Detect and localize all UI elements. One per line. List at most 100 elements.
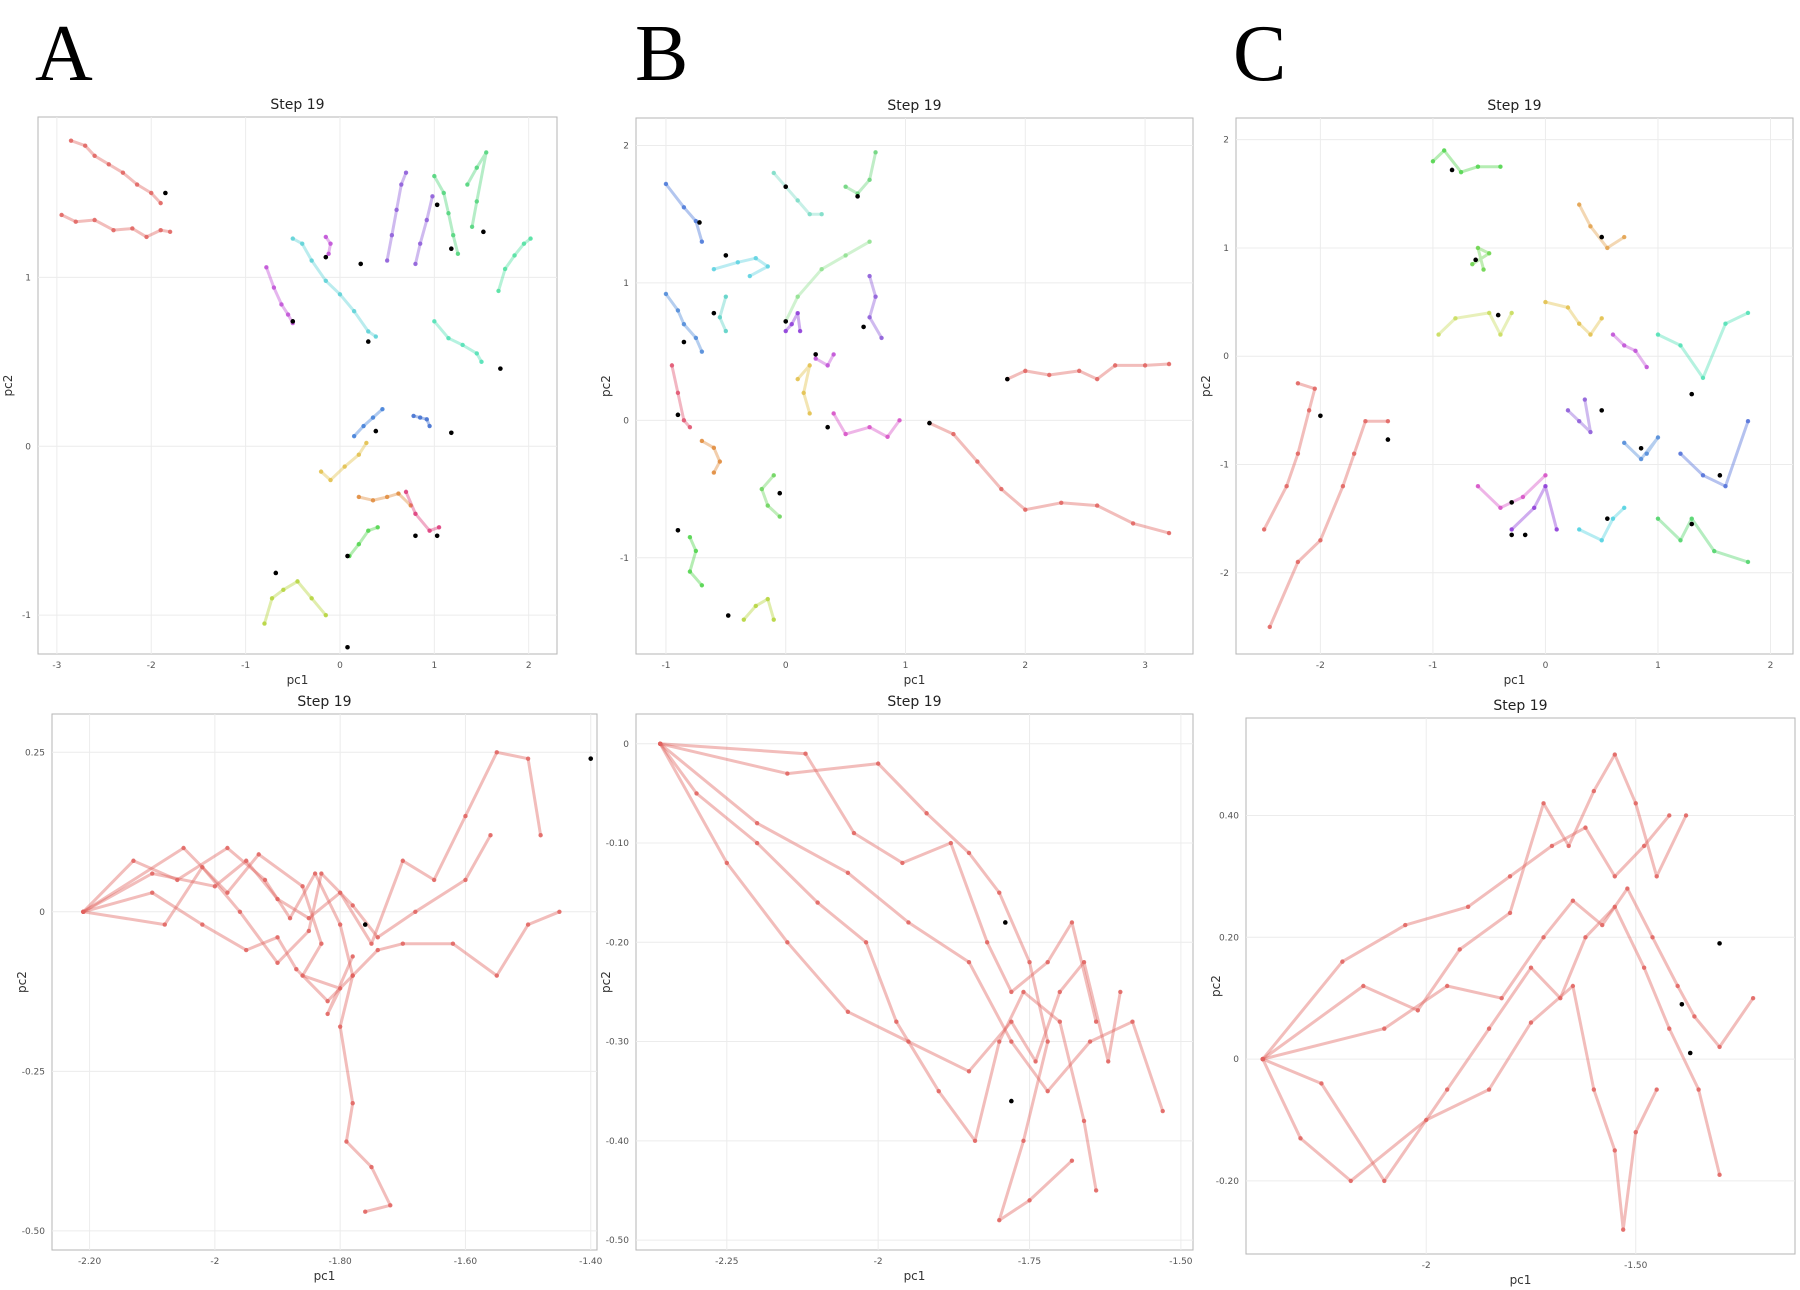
series-point <box>1644 364 1649 370</box>
x-tick-label: -1 <box>241 661 250 671</box>
current-position-point <box>861 324 866 330</box>
series-point <box>271 285 277 290</box>
series-point <box>1541 801 1546 806</box>
x-tick-label: 2 <box>526 661 532 671</box>
x-tick-label: -3 <box>52 661 61 671</box>
y-axis-label: pc2 <box>1199 375 1213 397</box>
series-point <box>1712 548 1717 554</box>
current-position-point <box>1638 445 1644 451</box>
series-point <box>256 852 261 857</box>
series-point <box>1295 451 1301 456</box>
x-tick-label: -2 <box>1422 1261 1431 1271</box>
series-point <box>350 903 355 908</box>
series-point <box>1566 843 1571 849</box>
series-point <box>1549 843 1555 849</box>
y-tick-label: -0.30 <box>606 1038 630 1048</box>
series-point <box>394 207 399 213</box>
series-point <box>1633 1129 1638 1135</box>
series-point <box>831 352 836 357</box>
series-point <box>1457 947 1462 952</box>
series-point <box>337 890 343 895</box>
y-tick-label: -0.20 <box>606 938 630 948</box>
series-point <box>162 922 167 927</box>
series-point <box>1453 316 1458 321</box>
series-point <box>479 359 484 365</box>
series-point <box>81 909 86 915</box>
series-point <box>1612 904 1617 910</box>
series-point <box>150 890 155 895</box>
series-point <box>82 143 88 148</box>
series-point <box>663 291 669 297</box>
series-point <box>1591 788 1597 794</box>
series-point <box>997 1039 1002 1044</box>
series-point <box>59 212 64 218</box>
series-point <box>375 525 380 530</box>
series-point <box>1655 332 1661 337</box>
current-position-point <box>1689 521 1695 527</box>
series-point <box>323 234 329 240</box>
series-point <box>1160 1108 1165 1114</box>
x-tick-label: 0 <box>337 661 343 671</box>
series-point <box>1081 959 1087 965</box>
series-point <box>1625 886 1630 891</box>
series-point <box>424 417 429 422</box>
series-point <box>1644 451 1649 456</box>
series-point <box>813 356 818 361</box>
series-point <box>819 266 824 272</box>
series-point <box>753 255 758 261</box>
series-point <box>1717 1172 1722 1178</box>
series-point <box>1340 959 1345 964</box>
series-point <box>1486 251 1492 256</box>
series-point <box>1130 1019 1135 1024</box>
series-point <box>525 756 531 761</box>
series-point <box>375 947 380 953</box>
y-axis-label: pc2 <box>599 971 613 993</box>
series-point <box>1045 959 1050 965</box>
chart-a-bottom: Step 19 -2.20 -2 -1.80 -1.60 -1.40 -0.50 -0.25 0… <box>15 694 603 1283</box>
series-point <box>875 761 881 766</box>
y-tick-label: -0.40 <box>606 1137 630 1147</box>
series-point <box>843 431 848 437</box>
y-tick-label: 0 <box>623 416 629 426</box>
series-point <box>1444 1087 1450 1092</box>
series-point <box>350 954 355 959</box>
series-point <box>663 181 669 187</box>
series-line <box>414 194 434 266</box>
series-point <box>469 224 475 229</box>
y-axis-label: pc2 <box>15 971 29 993</box>
series-point <box>1622 234 1627 240</box>
series-point <box>1605 245 1610 251</box>
series-point <box>1528 1020 1534 1025</box>
series-line <box>742 597 776 622</box>
series-point <box>867 239 872 244</box>
series-point <box>1655 435 1661 440</box>
series-point <box>413 909 418 915</box>
series-point <box>328 477 333 483</box>
series-point <box>337 986 343 991</box>
plot-area <box>635 117 1194 655</box>
series-point <box>175 877 180 883</box>
y-tick-label: -2 <box>1220 569 1229 579</box>
series-point <box>1610 516 1616 521</box>
series-line <box>352 407 384 438</box>
series-point <box>1678 343 1683 348</box>
series-point <box>997 1218 1002 1223</box>
series-point <box>319 871 324 876</box>
series-point <box>356 452 362 457</box>
series-point <box>269 596 275 601</box>
chart-a-top: Step 19 -3 -2 -1 0 1 2 -1 0 1 pc1 pc2 <box>1 97 558 687</box>
series-point <box>1475 245 1481 251</box>
y-tick-label: 0 <box>623 740 629 750</box>
current-position-point <box>1509 500 1514 505</box>
series-point <box>1081 1118 1087 1124</box>
series-point <box>819 212 824 217</box>
series-point <box>1723 483 1728 489</box>
series-point <box>1622 343 1627 348</box>
series-point <box>262 877 268 883</box>
series-point <box>972 1138 978 1144</box>
series-line <box>844 150 878 196</box>
series-point <box>693 335 699 341</box>
series-point <box>1057 989 1063 995</box>
series-point <box>181 845 186 851</box>
series-point <box>1620 1227 1626 1232</box>
